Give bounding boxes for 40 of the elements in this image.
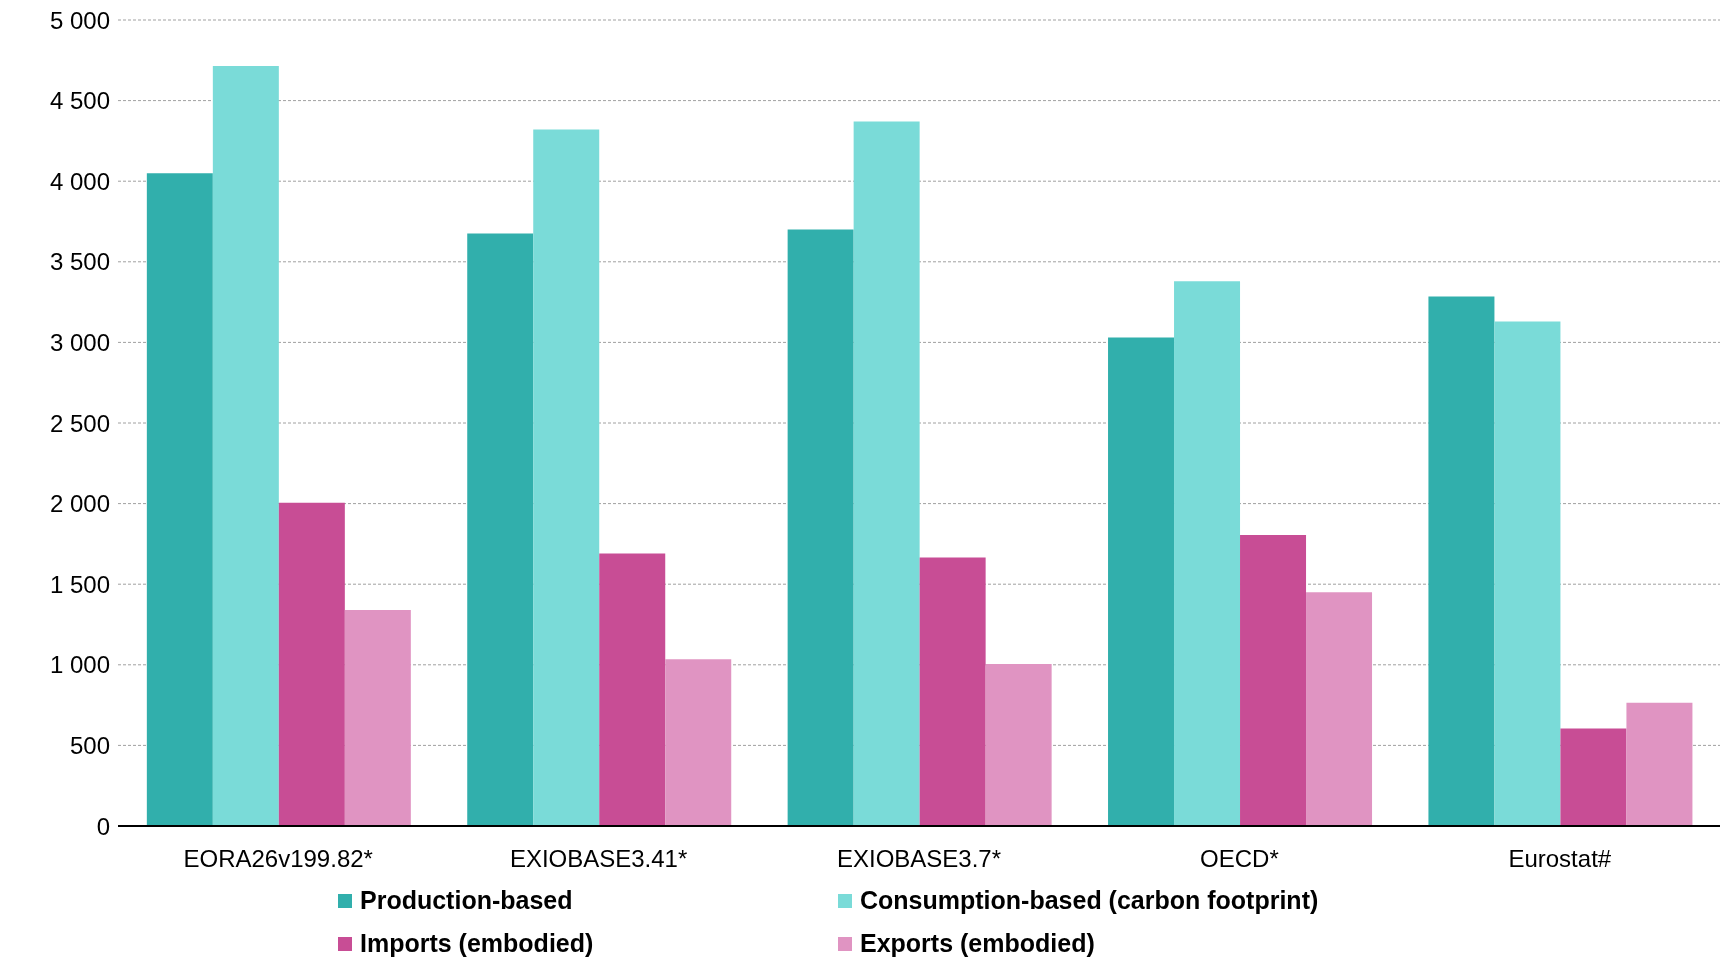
y-tick-label: 3 500 — [49, 248, 110, 276]
legend-label: Imports (embodied) — [360, 929, 594, 958]
y-tick-label: 4 500 — [49, 87, 110, 115]
legend-label: Exports (embodied) — [860, 929, 1095, 958]
bar — [599, 553, 666, 826]
bar — [278, 502, 345, 826]
bar — [985, 663, 1052, 826]
bar — [919, 557, 986, 826]
legend-label: Consumption-based (carbon footprint) — [860, 886, 1319, 915]
y-tick-label: 500 — [69, 731, 110, 759]
bar — [1174, 281, 1241, 826]
x-tick-label: EORA26v199.82* — [183, 845, 373, 873]
y-tick-label: 0 — [96, 812, 110, 840]
x-tick-label: EXIOBASE3.7* — [836, 845, 1002, 873]
x-tick-label: OECD* — [1200, 845, 1279, 873]
legend-label: Production-based — [360, 886, 573, 915]
y-tick-label: 1 500 — [49, 570, 110, 598]
bar — [1108, 337, 1175, 826]
bar — [212, 65, 279, 826]
bar — [665, 659, 732, 826]
bar — [146, 173, 213, 826]
bar — [1240, 535, 1307, 826]
y-tick-label: 3 000 — [49, 328, 110, 356]
bar — [853, 121, 920, 826]
bar — [467, 233, 534, 826]
bar — [533, 129, 600, 826]
bar — [1494, 321, 1561, 826]
bar — [1626, 702, 1693, 826]
y-tick-label: 4 000 — [49, 167, 110, 195]
bar — [787, 229, 854, 826]
y-tick-label: 2 500 — [49, 409, 110, 437]
x-tick-label: EXIOBASE3.41* — [509, 845, 688, 873]
bar — [1428, 296, 1495, 826]
bar — [344, 609, 411, 826]
y-tick-label: 5 000 — [49, 6, 110, 34]
bar — [1560, 728, 1627, 826]
y-tick-label: 2 000 — [49, 490, 110, 518]
x-tick-label: Eurostat# — [1508, 845, 1612, 873]
bar — [1306, 592, 1373, 826]
y-tick-label: 1 000 — [49, 651, 110, 679]
